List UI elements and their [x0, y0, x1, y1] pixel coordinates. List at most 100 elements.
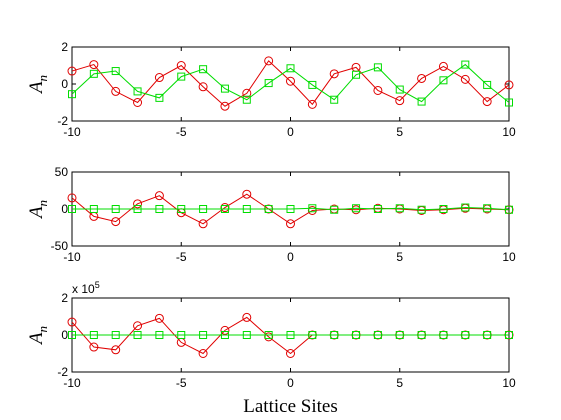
square-marker [242, 331, 251, 339]
y-axis-label: An [26, 200, 50, 220]
x-tick-label: 5 [396, 125, 403, 139]
series-line [71, 63, 510, 103]
y-tick-label: 0 [61, 328, 68, 342]
circle-marker [89, 60, 99, 70]
circle-marker [220, 325, 230, 335]
square-marker [133, 331, 142, 339]
square-marker [242, 95, 251, 104]
square-marker [220, 84, 229, 93]
circle-marker [198, 82, 208, 92]
y-tick-label: -2 [57, 365, 68, 379]
square-marker [111, 67, 120, 76]
circle-marker [176, 61, 186, 70]
square-marker [352, 204, 361, 213]
square-marker [395, 331, 404, 339]
square-marker [155, 331, 164, 339]
square-marker [439, 331, 448, 339]
circle-marker [198, 349, 208, 358]
y-axis-label-sub: n [35, 200, 50, 207]
square-marker [417, 205, 426, 214]
circle-marker [67, 317, 77, 327]
square-marker [417, 331, 426, 339]
square-marker [439, 205, 448, 213]
circle-marker [154, 73, 164, 83]
circle-marker [154, 313, 164, 323]
circle-marker [438, 61, 448, 71]
y-tick-label: 0 [61, 77, 68, 91]
square-marker [220, 205, 229, 213]
circle-marker [504, 80, 514, 90]
x-tick-label: -10 [63, 376, 81, 390]
square-marker [199, 65, 208, 74]
square-marker [264, 331, 273, 339]
y-tick-label: 0 [61, 202, 68, 216]
square-marker [264, 79, 273, 88]
circle-marker [286, 349, 295, 358]
square-marker [155, 205, 164, 213]
circle-marker [460, 74, 470, 84]
square-marker [461, 203, 470, 212]
square-marker [373, 331, 382, 339]
x-tick-label: 0 [287, 376, 294, 390]
square-marker [89, 331, 98, 339]
square-marker [373, 63, 382, 72]
square-marker [133, 205, 142, 213]
circle-marker [133, 199, 143, 209]
square-marker [133, 87, 142, 96]
square-marker [177, 205, 186, 213]
square-marker [505, 98, 513, 107]
square-marker [286, 205, 295, 213]
x-tick-label: -10 [63, 125, 81, 139]
circle-marker [242, 88, 252, 98]
square-marker [483, 331, 492, 339]
y-tick-label: 50 [55, 165, 69, 179]
y-axis-label-main: A [26, 81, 47, 95]
circle-marker [154, 191, 164, 201]
square-marker [264, 205, 273, 213]
x-tick-label: -5 [176, 250, 187, 264]
square-marker [220, 331, 229, 339]
series-line [71, 193, 510, 225]
square-marker [417, 97, 426, 106]
y-tick-label: 2 [61, 291, 68, 305]
square-marker [286, 64, 295, 73]
multiplier-exp: 5 [95, 280, 100, 290]
square-marker [286, 331, 295, 339]
square-marker [461, 60, 470, 69]
y-axis-label: An [26, 75, 50, 95]
series-line [72, 207, 510, 211]
circle-marker [111, 217, 121, 227]
square-marker [373, 205, 382, 213]
square-marker [505, 205, 513, 214]
square-marker [505, 331, 513, 339]
circle-marker [111, 345, 121, 355]
circle-marker [286, 219, 295, 229]
axis-multiplier: x 105 [72, 280, 100, 296]
x-tick-label: 5 [396, 376, 403, 390]
square-marker [111, 331, 120, 339]
x-tick-label: 10 [502, 376, 516, 390]
axes-box [71, 46, 510, 122]
y-axis-label-sub: n [35, 326, 50, 333]
circle-marker [111, 86, 121, 96]
square-marker [352, 331, 361, 339]
square-marker [395, 204, 404, 213]
x-tick-label: 0 [287, 250, 294, 264]
x-tick-label: 5 [396, 250, 403, 264]
square-marker [89, 69, 98, 78]
square-marker [439, 76, 448, 85]
circle-marker [482, 97, 492, 107]
square-marker [461, 331, 470, 339]
square-marker [330, 95, 339, 104]
square-marker [68, 331, 76, 339]
circle-marker [198, 219, 208, 229]
square-marker [89, 205, 98, 213]
y-tick-label: -50 [51, 239, 69, 253]
circle-marker [395, 96, 405, 106]
square-marker [177, 72, 186, 81]
square-marker [483, 80, 492, 89]
x-tick-label: -10 [63, 250, 81, 264]
square-marker [177, 331, 186, 339]
circle-marker [286, 76, 295, 86]
square-marker [155, 93, 164, 102]
